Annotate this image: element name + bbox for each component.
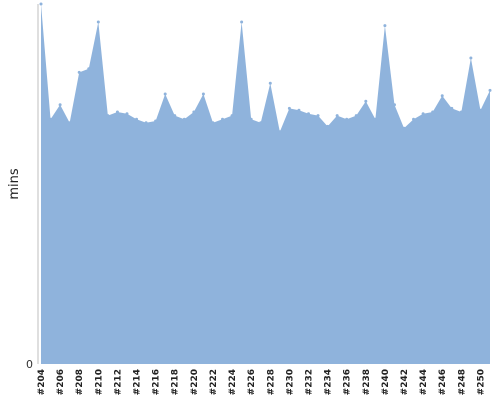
y-axis-ticks: 0 [26,358,33,371]
data-point [135,117,139,121]
x-tick-label: #226 [247,369,257,395]
x-tick-label: #240 [381,369,391,395]
data-point [488,88,492,92]
data-point [144,121,148,125]
x-tick-label: #214 [133,369,143,395]
data-point [154,119,158,123]
data-point [431,110,435,114]
data-point [173,114,177,118]
data-point [335,114,339,118]
data-point [287,106,291,110]
x-tick-label: #208 [75,369,85,395]
data-point [201,92,205,96]
data-point [77,70,81,74]
data-point [249,117,253,121]
data-point [354,114,358,118]
data-point [392,103,396,107]
data-point [211,121,215,125]
y-tick-label: 0 [26,358,33,371]
data-point [106,114,110,118]
x-tick-label: #218 [171,369,181,395]
x-tick-label: #204 [37,369,47,395]
data-point [163,92,167,96]
x-tick-label: #244 [419,369,429,395]
data-point [412,117,416,121]
data-point [469,56,473,60]
x-tick-label: #228 [266,369,276,395]
data-point [459,110,463,114]
x-tick-label: #230 [285,369,295,395]
data-point [478,108,482,112]
data-point [221,117,225,121]
data-point [68,121,72,125]
data-point [39,2,43,6]
x-tick-label: #248 [457,369,467,395]
x-tick-label: #210 [94,369,104,395]
data-point [364,99,368,103]
data-point [49,117,53,121]
x-tick-label: #242 [400,369,410,395]
data-point [259,121,263,125]
data-point [58,103,62,107]
x-tick-label: #206 [56,369,66,395]
data-point [440,94,444,98]
plot-area [39,2,492,364]
x-tick-label: #224 [228,369,238,395]
data-point [383,24,387,28]
x-tick-label: #222 [209,369,219,395]
data-point [450,106,454,110]
data-point [96,20,100,24]
x-tick-label: #234 [324,369,334,395]
x-tick-label: #246 [438,369,448,395]
data-point [373,117,377,121]
x-tick-label: #232 [304,369,314,395]
x-tick-label: #220 [190,369,200,395]
data-point [278,130,282,134]
data-point [182,117,186,121]
data-point [87,67,91,71]
x-tick-label: #236 [343,369,353,395]
x-axis-ticks: #204 #206 #208 #210 #212 #214 #216 #218 #220 #222… [37,369,486,395]
data-point [345,117,349,121]
data-point [306,112,310,116]
data-point [297,108,301,112]
data-point [125,112,129,116]
data-point [316,114,320,118]
x-tick-label: #238 [362,369,372,395]
data-point [230,114,234,118]
data-point [326,124,330,128]
x-tick-label: #216 [152,369,162,395]
data-point [421,112,425,116]
series-area [41,4,490,364]
x-tick-label: #212 [113,369,123,395]
x-tick-label: #250 [476,369,486,395]
data-point [240,20,244,24]
data-point [268,81,272,85]
data-point [115,110,119,114]
data-point [402,126,406,130]
y-axis-title: mins [7,168,22,200]
data-point [192,110,196,114]
